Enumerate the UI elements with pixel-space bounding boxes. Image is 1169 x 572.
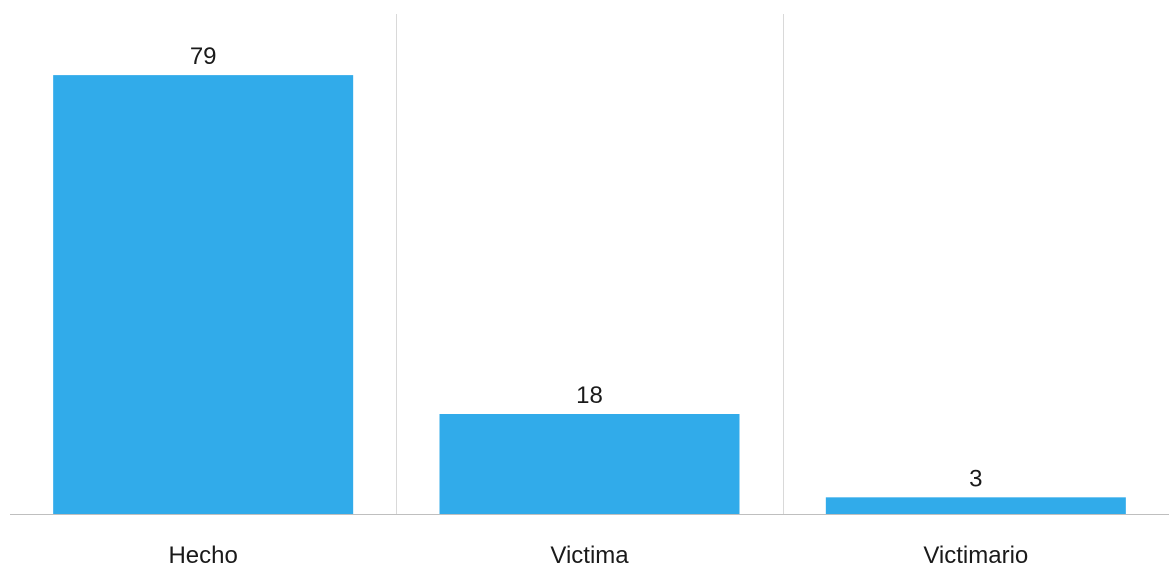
bar-victima: [439, 414, 740, 514]
bar-layer: [53, 75, 1126, 514]
grid-layer: [396, 14, 784, 514]
category-label: Victimario: [923, 542, 1028, 567]
bar-victimario: [825, 497, 1126, 514]
bar-hecho: [53, 75, 354, 514]
category-label: Hecho: [168, 542, 237, 567]
category-label: Victima: [550, 542, 629, 567]
data-label: 18: [576, 382, 603, 409]
label-layer: 79 Hecho 18 Victima 3 Victimario: [168, 43, 1028, 569]
data-label: 79: [190, 43, 217, 70]
data-label: 3: [969, 465, 982, 492]
